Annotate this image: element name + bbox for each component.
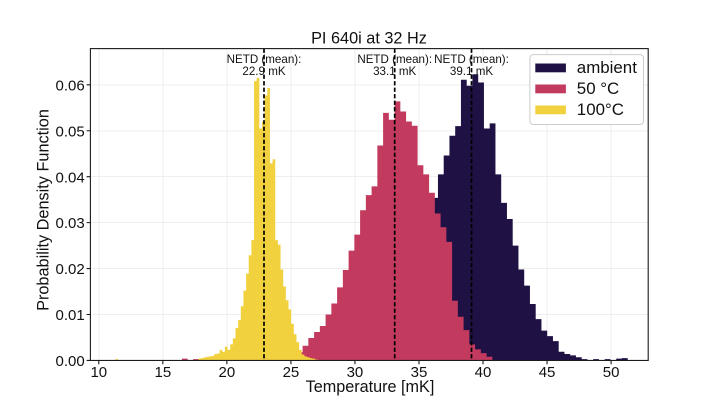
svg-text:0.04: 0.04: [55, 169, 84, 186]
svg-text:Temperature [mK]: Temperature [mK]: [306, 378, 435, 396]
svg-text:NETD (mean):: NETD (mean):: [227, 53, 302, 66]
svg-text:NETD (mean):: NETD (mean):: [357, 53, 432, 66]
svg-text:PI 640i at 32 Hz: PI 640i at 32 Hz: [311, 30, 427, 48]
svg-text:40: 40: [475, 364, 492, 381]
svg-text:39.1 mK: 39.1 mK: [450, 65, 493, 78]
svg-text:10: 10: [90, 364, 107, 381]
svg-text:0.01: 0.01: [55, 307, 84, 324]
svg-text:15: 15: [154, 364, 171, 381]
svg-text:25: 25: [283, 364, 300, 381]
svg-text:0.05: 0.05: [55, 123, 84, 140]
svg-text:33.1 mK: 33.1 mK: [373, 65, 416, 78]
svg-text:0.00: 0.00: [55, 353, 84, 370]
svg-text:0.02: 0.02: [55, 261, 84, 278]
svg-text:NETD (mean):: NETD (mean):: [434, 53, 509, 66]
svg-text:22.9 mK: 22.9 mK: [242, 65, 285, 78]
svg-text:0.06: 0.06: [55, 77, 84, 94]
svg-text:45: 45: [539, 364, 556, 381]
svg-text:20: 20: [219, 364, 236, 381]
svg-text:ambient: ambient: [577, 58, 637, 77]
svg-text:50: 50: [603, 364, 620, 381]
svg-text:35: 35: [411, 364, 428, 381]
svg-text:50 °C: 50 °C: [577, 79, 619, 98]
svg-text:30: 30: [347, 364, 364, 381]
svg-text:100°C: 100°C: [577, 100, 624, 119]
svg-text:Probability Density Function: Probability Density Function: [35, 109, 53, 311]
svg-text:0.03: 0.03: [55, 215, 84, 232]
